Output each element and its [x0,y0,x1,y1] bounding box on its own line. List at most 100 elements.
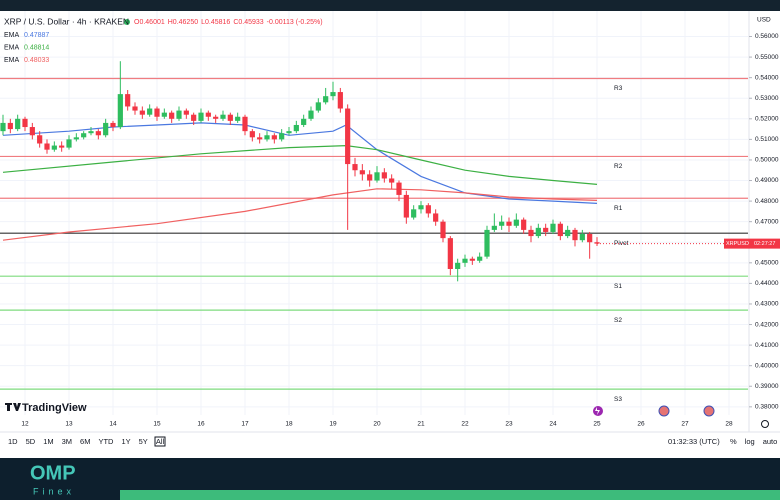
candle-body [572,229,578,241]
settings-icon[interactable] [761,420,769,428]
x-tick-label: 20 [373,421,381,428]
candle-body [587,234,593,243]
candle-body [315,102,321,111]
x-tick-label: 18 [285,421,293,428]
range-button[interactable]: 3M [62,437,72,446]
candle-body [506,221,512,226]
candle-body [462,258,468,263]
range-button[interactable]: 1Y [121,437,130,446]
x-tick-label: 17 [241,421,249,428]
y-tick-label: 0.42000 [755,321,779,328]
ema-line [2,122,598,204]
x-tick-label: 27 [681,421,689,428]
footer-strip [120,490,780,500]
candle-body [15,118,21,130]
candle-body [565,229,571,237]
candle-body [66,139,72,148]
scale-option[interactable]: log [745,437,755,446]
price-tag [724,238,780,249]
range-button[interactable]: All [156,437,165,446]
candle-body [469,258,475,261]
candle-body [396,182,402,195]
candle-body [279,133,285,140]
footer-logo: OMP [30,462,76,484]
range-button[interactable]: YTD [98,437,114,446]
candle-body [484,229,490,257]
x-tick-label: 16 [197,421,205,428]
candle-body [257,137,263,140]
y-tick-label: 0.41000 [755,342,779,349]
y-tick-label: 0.40000 [755,362,779,369]
candle-body [37,135,43,144]
currency-label: USD [757,17,771,24]
candle-body [359,170,365,175]
scale-option[interactable]: % [730,437,737,446]
level-label: S3 [614,396,622,403]
x-tick-label: 23 [505,421,513,428]
candle-body [73,137,79,140]
ohlc-value: C0.45933 [233,19,263,26]
candle-body [183,110,189,115]
candle-body [169,112,175,119]
y-tick-label: 0.56000 [755,33,779,40]
level-label: R1 [614,205,623,212]
candle-body [95,131,101,136]
candle-body [543,227,549,232]
candle-body [235,116,241,121]
scale-option[interactable]: auto [763,437,778,446]
candle-body [440,221,446,239]
ema-legend-name: EMA [4,57,20,64]
ohlc-value: H0.46250 [168,19,198,26]
candle-body [455,262,461,269]
candle-body [44,143,50,150]
candle-body [7,122,13,130]
candle-body [242,116,248,132]
brand: TradingView [22,402,87,414]
level-label: S1 [614,283,622,290]
y-tick-label: 0.39000 [755,383,779,390]
brand-logo [5,403,21,411]
x-tick-label: 14 [109,421,117,428]
range-button[interactable]: 1M [43,437,53,446]
range-button[interactable]: 1D [8,437,18,446]
date-range-icon[interactable] [154,436,166,447]
candle-body [528,229,534,237]
x-tick-label: 24 [549,421,557,428]
y-tick-label: 0.53000 [755,95,779,102]
candle-body [271,135,277,140]
candle-body [227,114,233,121]
y-tick-label: 0.52000 [755,116,779,123]
top-bar [0,0,780,11]
candle-body [594,242,600,244]
candle-body [477,256,483,261]
range-button[interactable]: 5Y [139,437,148,446]
candle-body [337,92,343,109]
x-tick-label: 13 [65,421,73,428]
range-button[interactable]: 6M [80,437,90,446]
event-flag [703,405,715,417]
candle-body [88,131,94,134]
candle-body [103,122,109,136]
candle-body [352,164,358,171]
ohlc-value: -0.00113 (-0.25%) [267,19,323,26]
candle-body [81,133,87,138]
candle-body [176,110,182,119]
axes: 0.56000 0.55000 0.54000 0.53000 0.52000 0.510… [21,33,778,427]
range-button[interactable]: 5D [26,437,36,446]
candle-body [132,106,138,111]
candle-body [557,223,563,237]
candle-body [330,92,336,97]
y-tick-label: 0.49000 [755,177,779,184]
footer-logo-sub: Finex [33,486,75,496]
candle-body [521,219,527,230]
candle-body [220,114,226,119]
y-tick-label: 0.50000 [755,157,779,164]
candle-body [499,221,505,226]
candle-body [389,178,395,183]
y-tick-label: 0.54000 [755,74,779,81]
candle-body [374,172,380,181]
candle-body [425,205,431,214]
candle-body [433,213,439,222]
candle-body [286,131,292,134]
